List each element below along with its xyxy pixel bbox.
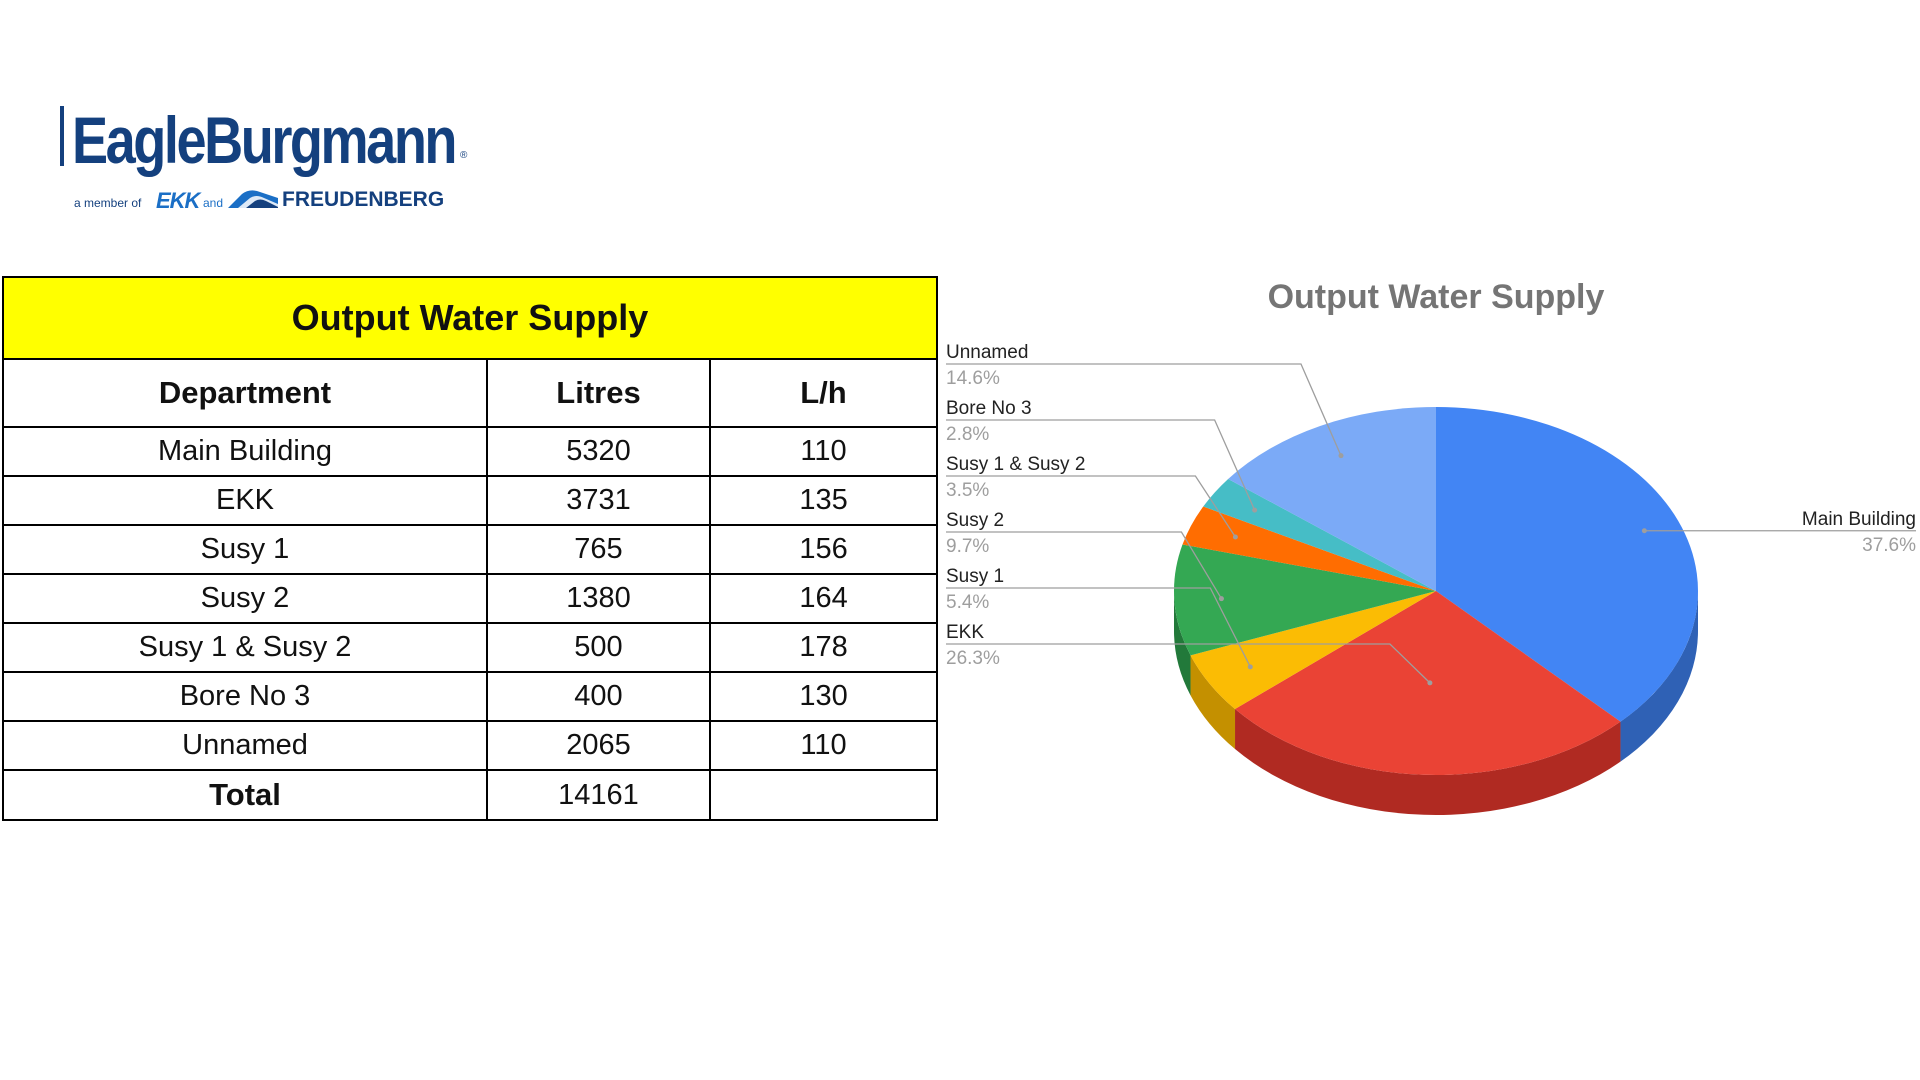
- total-litres: 14161: [486, 769, 711, 821]
- pie-label-layer: Main Building 37.6% Unnamed 14.6% Bore No 3 2…: [946, 342, 1916, 686]
- pie-percent-main-building: 37.6%: [1862, 535, 1916, 556]
- pie-slice-susy-1-susy-2: [1182, 506, 1436, 591]
- leader-line-unnamed: [946, 363, 1342, 456]
- pie-label-bore-no-3: Bore No 3: [946, 398, 1032, 419]
- table-row: Susy 2 1380 164: [2, 573, 939, 624]
- logo-accent-bar: [60, 106, 64, 166]
- output-water-supply-pie-chart: Output Water Supply Main Building 37.6% Un…: [946, 278, 1916, 816]
- leader-dot-susy-2: [1218, 596, 1224, 602]
- pie-percent-susy-2: 9.7%: [946, 536, 989, 557]
- cell-litres: 765: [486, 524, 711, 575]
- cell-litres: 400: [486, 671, 711, 722]
- cell-department: Susy 1: [2, 524, 488, 575]
- total-lh: [708, 769, 939, 821]
- table-row: EKK 3731 135: [2, 475, 939, 526]
- pie-percent-bore-no-3: 2.8%: [946, 424, 989, 445]
- leader-dot-unnamed: [1338, 453, 1344, 459]
- header-lh: L/h: [708, 358, 939, 428]
- pie-label-ekk: EKK: [946, 622, 984, 643]
- cell-department: Main Building: [2, 426, 488, 477]
- pie-slice-susy-1: [1190, 591, 1436, 710]
- logo-brand-text: EagleBurgmann: [72, 103, 457, 177]
- pie-label-main-building: Main Building: [1802, 509, 1916, 530]
- cell-litres: 500: [486, 622, 711, 673]
- cell-lh: 156: [708, 524, 939, 575]
- eagleburgmann-logo: EagleBurgmann ® a member of EKK and FREU…: [60, 92, 480, 222]
- table-total-row: Total 14161: [2, 769, 939, 821]
- pie-slice-susy-2: [1174, 544, 1436, 656]
- logo-registered-mark: ®: [460, 150, 468, 161]
- table-row: Main Building 5320 110: [2, 426, 939, 477]
- table-row: Susy 1 & Susy 2 500 178: [2, 622, 939, 673]
- cell-department: Unnamed: [2, 720, 488, 771]
- cell-litres: 5320: [486, 426, 711, 477]
- table-row: Susy 1 765 156: [2, 524, 939, 575]
- table-title: Output Water Supply: [1, 276, 939, 360]
- leader-line-susy-1-susy-2: [946, 475, 1236, 538]
- header-litres: Litres: [486, 358, 711, 428]
- total-label: Total: [2, 769, 488, 821]
- cell-department: Susy 1 & Susy 2: [2, 622, 488, 673]
- pie-label-susy-2: Susy 2: [946, 510, 1004, 531]
- pie-label-unnamed: Unnamed: [946, 342, 1028, 363]
- leader-dot-bore-no-3: [1252, 507, 1258, 513]
- pie-percent-ekk: 26.3%: [946, 648, 1000, 669]
- cell-lh: 110: [708, 720, 939, 771]
- cell-lh: 178: [708, 622, 939, 673]
- pie-side-main-building: [1620, 591, 1698, 762]
- pie-side-layer: [1174, 591, 1698, 816]
- pie-label-susy-1: Susy 1: [946, 566, 1004, 587]
- leader-dot-ekk: [1427, 680, 1433, 686]
- leader-dot-susy-1-susy-2: [1232, 534, 1238, 540]
- leader-line-ekk: [946, 643, 1431, 684]
- leader-dot-main-building: [1641, 528, 1647, 534]
- pie-slice-bore-no-3: [1203, 478, 1436, 591]
- pie-percent-unnamed: 14.6%: [946, 368, 1000, 389]
- pie-percent-susy-1-susy-2: 3.5%: [946, 480, 989, 501]
- logo-member-text: a member of: [74, 196, 142, 210]
- logo-and-text: and: [203, 196, 224, 210]
- water-supply-table: Output Water Supply Department Litres L/…: [1, 276, 939, 821]
- logo-freudenberg-text: FREUDENBERG: [282, 188, 445, 211]
- leader-line-susy-2: [946, 531, 1222, 600]
- pie-side-susy-2: [1174, 591, 1191, 696]
- cell-lh: 135: [708, 475, 939, 526]
- table-row: Bore No 3 400 130: [2, 671, 939, 722]
- logo-ekk-text: EKK: [156, 188, 200, 213]
- pie-side-susy-1: [1190, 655, 1236, 750]
- cell-department: Bore No 3: [2, 671, 488, 722]
- cell-litres: 2065: [486, 720, 711, 771]
- pie-side-ekk: [1235, 709, 1621, 816]
- pie-slice-unnamed: [1228, 407, 1436, 591]
- table-row: Unnamed 2065 110: [2, 720, 939, 771]
- cell-lh: 130: [708, 671, 939, 722]
- pie-slice-main-building: [1436, 407, 1698, 722]
- chart-title: Output Water Supply: [1268, 278, 1605, 316]
- leader-dot-susy-1: [1247, 664, 1253, 670]
- pie-percent-susy-1: 5.4%: [946, 592, 989, 613]
- leader-line-bore-no-3: [946, 419, 1256, 511]
- cell-litres: 3731: [486, 475, 711, 526]
- leader-line-susy-1: [946, 587, 1251, 668]
- pie-label-susy-1-susy-2: Susy 1 & Susy 2: [946, 454, 1085, 475]
- cell-lh: 110: [708, 426, 939, 477]
- pie-top-layer: [1174, 407, 1698, 775]
- header-department: Department: [2, 358, 488, 428]
- cell-litres: 1380: [486, 573, 711, 624]
- cell-department: Susy 2: [2, 573, 488, 624]
- cell-lh: 164: [708, 573, 939, 624]
- cell-department: EKK: [2, 475, 488, 526]
- freudenberg-wave-icon: [228, 190, 278, 208]
